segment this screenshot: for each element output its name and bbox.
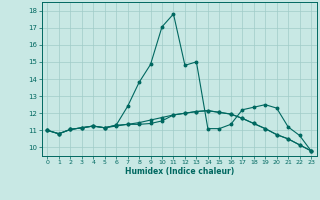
X-axis label: Humidex (Indice chaleur): Humidex (Indice chaleur) [124, 167, 234, 176]
